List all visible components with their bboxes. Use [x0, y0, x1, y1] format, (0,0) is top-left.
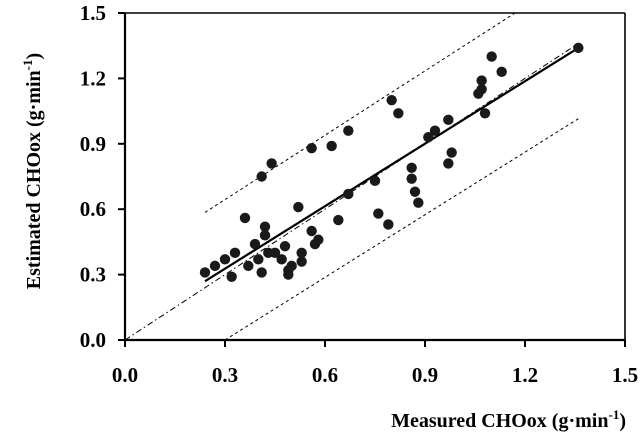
data-point: [256, 171, 267, 182]
data-point: [333, 214, 344, 226]
data-point: [423, 132, 434, 143]
data-point: [343, 188, 354, 200]
x-tick-label: 0.3: [212, 363, 238, 387]
y-tick-label: 1.5: [80, 1, 106, 25]
data-point: [343, 125, 354, 136]
data-point: [406, 162, 417, 173]
data-point: [443, 114, 454, 126]
y-axis-title: Estimated CHOox (g·min-1): [20, 53, 45, 289]
data-point: [266, 158, 277, 169]
data-point: [326, 140, 337, 152]
data-point: [409, 186, 421, 197]
y-tick-label: 0.9: [80, 132, 106, 156]
data-point: [229, 247, 241, 258]
data-point: [283, 269, 294, 280]
x-tick-labels: 0.0 0.3 0.6 0.9 1.2 1.5: [112, 363, 638, 387]
data-point: [386, 95, 397, 106]
data-point: [393, 108, 404, 119]
regression-line: [204, 46, 579, 283]
data-point: [413, 197, 424, 208]
data-point: [296, 256, 307, 267]
data-point: [253, 254, 264, 265]
lower-limit-line: [224, 118, 579, 341]
data-point: [259, 221, 271, 232]
y-tick-label: 0.3: [80, 263, 106, 287]
x-tick-label: 0.9: [412, 363, 438, 387]
data-point: [243, 260, 254, 272]
data-point: [293, 201, 304, 213]
data-point: [479, 108, 491, 119]
data-point: [313, 234, 324, 245]
data-points: [199, 42, 584, 282]
data-point: [446, 147, 457, 158]
data-point: [486, 51, 497, 62]
x-tick-label: 0.6: [312, 363, 338, 387]
data-point: [239, 212, 251, 224]
tick-marks: [118, 12, 626, 347]
y-tick-label: 0.0: [80, 328, 106, 352]
data-point: [226, 271, 237, 282]
data-point: [383, 219, 394, 230]
data-point: [369, 175, 381, 187]
data-point: [496, 66, 507, 78]
data-point: [443, 158, 454, 169]
data-point: [476, 84, 487, 95]
data-point: [429, 125, 441, 136]
plot-frame: [123, 12, 626, 342]
data-point: [209, 260, 221, 272]
data-point: [269, 247, 281, 258]
data-point: [306, 225, 317, 237]
data-point: [256, 267, 267, 278]
data-point: [406, 173, 417, 184]
y-tick-label: 0.6: [80, 197, 106, 221]
x-axis-title: Measured CHOox (g·min-1): [391, 407, 626, 432]
upper-limit-line: [204, 12, 516, 213]
x-tick-label: 0.0: [112, 363, 138, 387]
data-point: [249, 238, 261, 250]
data-point: [279, 241, 291, 252]
data-point: [199, 267, 211, 278]
data-point: [296, 247, 307, 258]
data-point: [306, 142, 317, 154]
y-tick-label: 1.2: [80, 66, 106, 90]
x-tick-label: 1.5: [612, 363, 638, 387]
data-point: [219, 254, 231, 265]
x-tick-label: 1.2: [512, 363, 538, 387]
data-point: [259, 230, 271, 241]
data-point: [373, 208, 384, 219]
reference-lines: [124, 12, 579, 341]
data-point: [573, 42, 584, 54]
y-tick-labels: 0.0 0.3 0.6 0.9 1.2 1.5: [80, 1, 106, 352]
data-point: [286, 260, 297, 272]
data-point: [276, 254, 287, 265]
data-point: [476, 75, 487, 86]
